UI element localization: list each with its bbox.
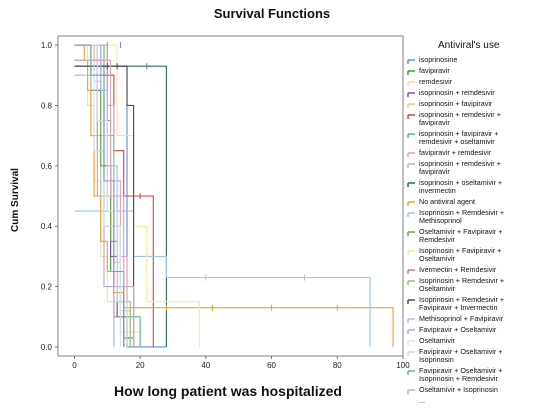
legend-label: isoprinosin + favipiravir + <box>419 129 499 138</box>
legend-label: favipiravir <box>419 66 450 75</box>
legend-label: Favipiravir + Oseltamivir + <box>419 366 502 375</box>
legend-label: Oseltamivir <box>419 336 456 345</box>
legend-label: isoprinosin + favipiravir <box>419 99 493 108</box>
legend-title: Antiviral's use <box>438 40 500 51</box>
y-axis-ticks: 0.0 0.2 0.4 0.6 0.8 1.0 <box>41 41 58 352</box>
legend-label: isoprinosin + remdesivir + <box>419 110 501 119</box>
y-axis-label: Cum Survival <box>10 168 21 232</box>
legend-label: Favipiravir + Invermectin <box>419 303 498 312</box>
legend-label: No antiviral agent <box>419 197 475 206</box>
x-tick-label: 80 <box>333 361 342 370</box>
legend-label: Isoprinosin <box>419 355 454 364</box>
legend-label: isoprinosin + remdesivir <box>419 88 495 97</box>
legend-label: Oseltamivir <box>419 284 456 293</box>
legend-label: favipiravir <box>419 167 450 176</box>
y-tick-label: 0.0 <box>41 343 53 352</box>
series-line-22 <box>74 44 125 347</box>
legend-label: isoprinosin + remdesivir + <box>419 159 501 168</box>
legend-label: invermectin <box>419 186 456 195</box>
x-tick-label: 100 <box>396 361 410 370</box>
legend-label: Isoprinosin + Remdesivir + <box>419 276 504 285</box>
x-axis-label: How long patient was hospitalized <box>114 383 342 399</box>
x-tick-label: 0 <box>72 361 77 370</box>
legend-label: isoprinosin + oseltamivir + <box>419 178 502 187</box>
legend-items: isoprinosine favipiravir remdesivir isoprin… <box>407 55 504 405</box>
legend: Antiviral's use isoprinosine favipiravir r… <box>407 40 504 405</box>
y-tick-label: 0.4 <box>41 222 53 231</box>
chart-title: Survival Functions <box>214 6 330 21</box>
legend-label: Favipiravir + Oseltamivir <box>419 325 497 334</box>
y-tick-label: 1.0 <box>41 41 53 50</box>
legend-label: favipiravir <box>419 118 450 127</box>
x-tick-label: 40 <box>201 361 210 370</box>
legend-label: favipiravir + remdesivir <box>419 148 492 157</box>
series-line-17 <box>74 65 135 347</box>
legend-label: Isoprinosin + Remdesivir + <box>419 208 504 217</box>
legend-label: Ivermectin + Remdesivir <box>419 265 497 274</box>
x-axis-ticks: 0 20 40 60 80 100 <box>72 356 410 370</box>
legend-label: Oseltamivir <box>419 254 456 263</box>
legend-label: Oseltamivir + Favipiravir + <box>419 227 502 236</box>
legend-label: Remdesivir <box>419 235 456 244</box>
x-tick-label: 60 <box>267 361 276 370</box>
legend-label: Oseltamivir + Isoprinosin <box>419 385 498 394</box>
plot-lines <box>74 42 394 348</box>
legend-label: Favipiravir + Oseltamivir + <box>419 347 502 356</box>
legend-label: Isoprinosin + Favipiravir + <box>419 246 501 255</box>
legend-label: Isoprinosin + Remdesivir + <box>419 295 504 304</box>
legend-more: ... <box>419 396 425 405</box>
legend-label: Methisoprinol <box>419 216 462 225</box>
legend-label: isoprinosine <box>419 55 457 64</box>
y-tick-label: 0.8 <box>41 101 53 110</box>
y-tick-label: 0.2 <box>41 283 53 292</box>
x-tick-label: 20 <box>136 361 145 370</box>
series-line-23 <box>74 59 135 347</box>
legend-label: remdesivir + oseltamivir <box>419 137 495 146</box>
legend-label: remdesivir <box>419 77 453 86</box>
legend-label: Methisoprinol + Favipiravir <box>419 314 504 323</box>
y-tick-label: 0.6 <box>41 162 53 171</box>
legend-label: Isoprinosin + Remdesivir <box>419 374 499 383</box>
